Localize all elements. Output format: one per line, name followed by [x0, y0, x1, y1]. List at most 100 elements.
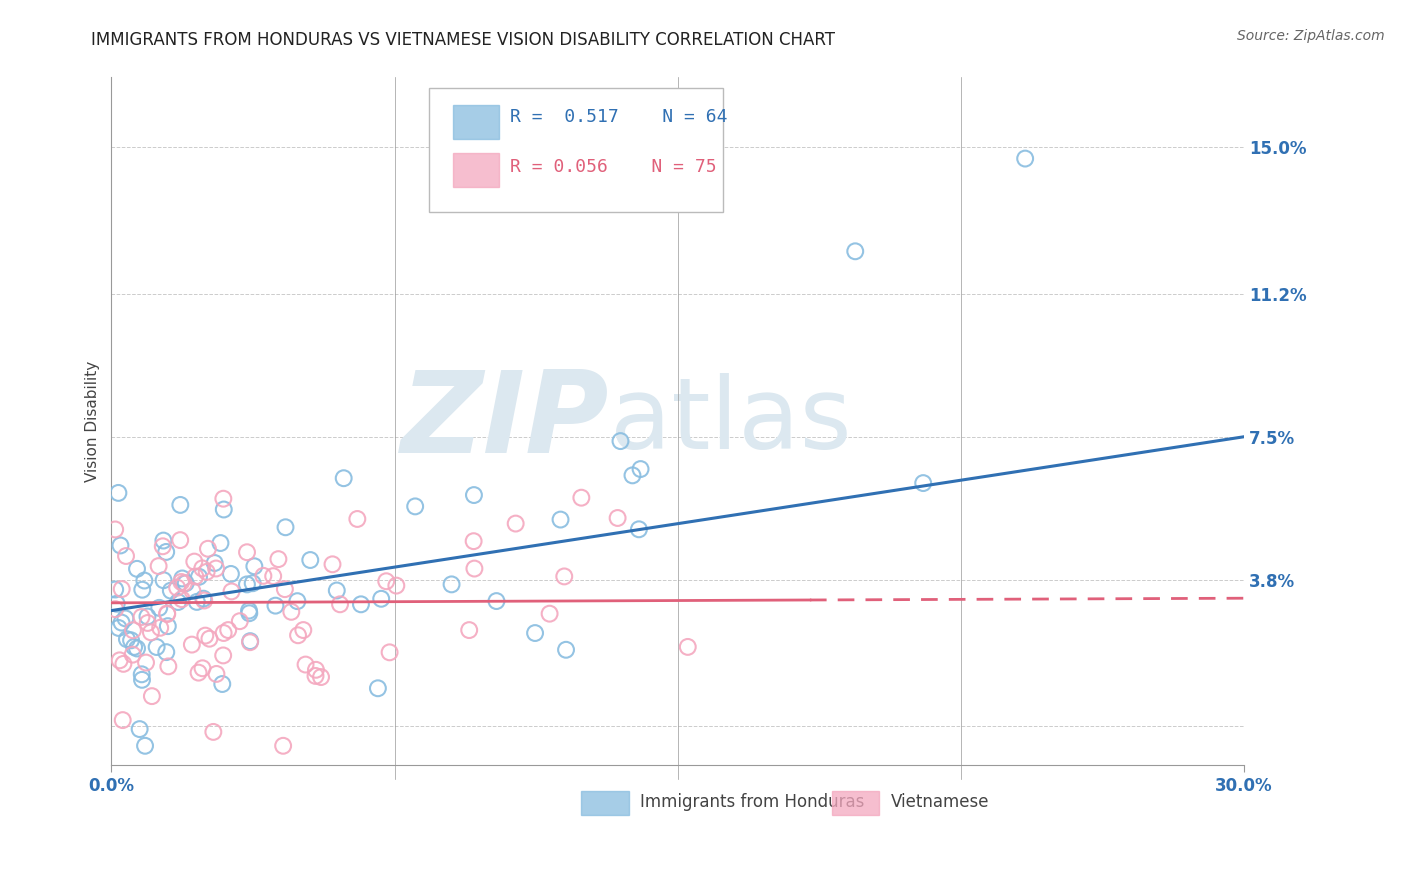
- Bar: [582, 790, 628, 814]
- Point: [121, 648, 143, 662]
- Point: [191, 561, 214, 575]
- Point: [329, 597, 352, 611]
- Point: [367, 681, 389, 696]
- Point: [609, 434, 631, 448]
- Point: [309, 670, 332, 684]
- Point: [181, 583, 204, 598]
- Point: [294, 657, 316, 672]
- Point: [627, 522, 650, 536]
- Point: [274, 582, 297, 596]
- Point: [128, 722, 150, 736]
- Point: [378, 645, 401, 659]
- Point: [271, 739, 294, 753]
- Point: [676, 640, 699, 654]
- Point: [155, 645, 177, 659]
- Text: Vietnamese: Vietnamese: [891, 793, 990, 811]
- Point: [524, 626, 547, 640]
- Point: [485, 594, 508, 608]
- Point: [844, 244, 866, 259]
- Point: [304, 669, 326, 683]
- Point: [111, 582, 134, 596]
- Point: [152, 533, 174, 548]
- Point: [287, 628, 309, 642]
- Bar: [454, 105, 499, 139]
- Point: [1014, 152, 1036, 166]
- Point: [125, 562, 148, 576]
- Point: [458, 623, 481, 637]
- Point: [188, 570, 211, 584]
- Point: [104, 523, 127, 537]
- Point: [166, 581, 188, 595]
- Point: [172, 571, 194, 585]
- Point: [107, 621, 129, 635]
- Point: [105, 597, 128, 611]
- Point: [321, 558, 343, 572]
- Point: [197, 541, 219, 556]
- Point: [569, 491, 592, 505]
- Point: [332, 471, 354, 485]
- Point: [287, 594, 309, 608]
- Point: [229, 614, 252, 628]
- Point: [112, 657, 135, 671]
- Point: [134, 574, 156, 588]
- Point: [169, 533, 191, 548]
- Point: [264, 599, 287, 613]
- Point: [131, 673, 153, 687]
- Point: [169, 498, 191, 512]
- Point: [193, 591, 215, 606]
- Point: [135, 656, 157, 670]
- Point: [141, 689, 163, 703]
- Point: [145, 640, 167, 654]
- Point: [242, 576, 264, 591]
- Point: [553, 569, 575, 583]
- Point: [212, 626, 235, 640]
- Point: [204, 556, 226, 570]
- Point: [136, 609, 159, 624]
- Point: [170, 592, 193, 607]
- Point: [239, 635, 262, 649]
- Point: [104, 602, 127, 616]
- Point: [131, 582, 153, 597]
- Point: [148, 600, 170, 615]
- Point: [160, 583, 183, 598]
- Point: [538, 607, 561, 621]
- Point: [149, 621, 172, 635]
- Text: R =  0.517    N = 64: R = 0.517 N = 64: [510, 108, 728, 126]
- Point: [292, 623, 315, 637]
- Point: [180, 638, 202, 652]
- Point: [238, 606, 260, 620]
- Point: [243, 559, 266, 574]
- Point: [139, 625, 162, 640]
- Point: [385, 579, 408, 593]
- Point: [267, 552, 290, 566]
- Point: [463, 534, 485, 549]
- Point: [912, 476, 935, 491]
- Point: [205, 667, 228, 681]
- Point: [205, 561, 228, 575]
- FancyBboxPatch shape: [429, 87, 723, 211]
- Point: [274, 520, 297, 534]
- Point: [211, 677, 233, 691]
- Point: [194, 629, 217, 643]
- Point: [156, 607, 179, 621]
- Point: [170, 574, 193, 589]
- Text: R = 0.056    N = 75: R = 0.056 N = 75: [510, 158, 717, 176]
- Point: [370, 591, 392, 606]
- Point: [239, 634, 262, 648]
- Point: [148, 559, 170, 574]
- Point: [108, 653, 131, 667]
- Point: [191, 661, 214, 675]
- Point: [187, 665, 209, 680]
- Point: [107, 486, 129, 500]
- Point: [217, 623, 239, 637]
- Point: [375, 574, 398, 589]
- Y-axis label: Vision Disability: Vision Disability: [86, 360, 100, 482]
- Point: [156, 607, 179, 621]
- Point: [122, 624, 145, 638]
- Point: [134, 739, 156, 753]
- Point: [463, 561, 485, 575]
- Point: [630, 462, 652, 476]
- Point: [505, 516, 527, 531]
- Point: [305, 663, 328, 677]
- Point: [131, 667, 153, 681]
